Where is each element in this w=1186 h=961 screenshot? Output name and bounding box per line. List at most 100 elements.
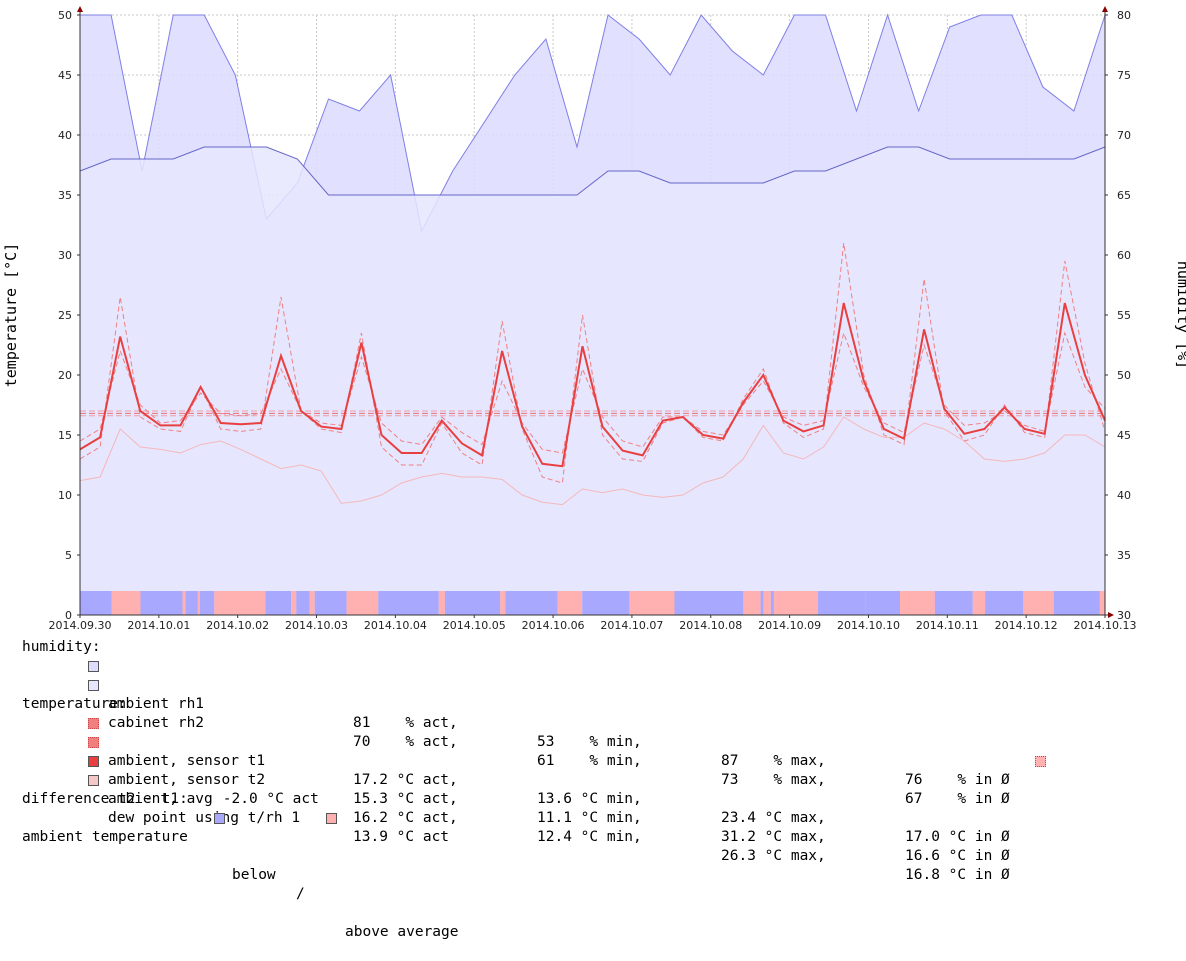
x-tick: 2014.10.09	[758, 619, 821, 632]
swatch-t1	[88, 718, 99, 729]
legend-row-avg: ambient, avg 16.2 °C act, 12.4 °C min, 2…	[0, 752, 1186, 883]
y-tick-right: 30	[1117, 609, 1131, 622]
legend-act: 17.2 °C act,	[353, 772, 458, 788]
y-tick-right: 50	[1117, 369, 1131, 382]
x-tick: 2014.09.30	[49, 619, 112, 632]
indicator-segment	[182, 591, 186, 615]
indicator-segment	[972, 591, 986, 615]
swatch-avg-indicator	[1035, 756, 1046, 767]
indicator-segment	[674, 591, 746, 615]
indicator-segment	[309, 591, 315, 615]
x-tick: 2014.10.08	[679, 619, 742, 632]
indicator-segment	[500, 591, 506, 615]
indicator-segment	[900, 591, 935, 615]
legend-avg: 76 % in Ø	[905, 772, 1010, 788]
indicator-segment	[314, 591, 347, 615]
indicator-segment	[763, 591, 771, 615]
legend-min: 61 % min,	[537, 753, 642, 769]
indicator-segment	[214, 591, 266, 615]
arrow-x-icon	[1108, 612, 1114, 618]
x-tick: 2014.10.11	[916, 619, 979, 632]
indicator-segment	[557, 591, 583, 615]
series-cabinet-rh2	[79, 146, 1106, 615]
legend-max: 73 % max,	[721, 772, 826, 788]
y-tick-right: 75	[1117, 69, 1131, 82]
legend-max: 23.4 °C max,	[721, 810, 826, 826]
humidity-header: humidity:	[22, 639, 101, 655]
legend-max: 26.3 °C max,	[721, 848, 826, 864]
indicator-segment	[1099, 591, 1105, 615]
series-sensor-t2	[79, 242, 1106, 484]
legend-row-t2: ambient, sensor t2 15.3 °C act, 11.1 °C …	[0, 733, 1186, 864]
indicator-segment	[505, 591, 558, 615]
indicator-segment	[438, 591, 445, 615]
legend-min: 53 % min,	[537, 734, 642, 750]
y-tick-left: 10	[58, 489, 72, 502]
y-tick-left: 15	[58, 429, 72, 442]
swatch-avg	[88, 756, 99, 767]
axes	[77, 6, 1114, 618]
temperature-header: temperature:	[22, 696, 127, 712]
legend-name: ambient, sensor t1	[108, 753, 266, 769]
temperature-series	[79, 242, 1106, 506]
arrow-left-icon	[77, 6, 83, 12]
indicator-segment	[743, 591, 761, 615]
legend-avg: 16.6 °C in Ø	[905, 848, 1010, 864]
indicator-segment	[629, 591, 675, 615]
indicator-segment	[934, 591, 973, 615]
indicator-segment	[985, 591, 1023, 615]
legend-row-dewpoint: dew point using t/rh 1 13.9 °C act	[0, 771, 1186, 845]
legend-act: 16.2 °C act,	[353, 810, 458, 826]
above-label: above average	[345, 924, 459, 940]
y-tick-right: 45	[1117, 429, 1131, 442]
swatch-rh1	[88, 661, 99, 672]
legend-min: 13.6 °C min,	[537, 791, 642, 807]
x-tick: 2014.10.04	[364, 619, 427, 632]
y-tick-right: 60	[1117, 249, 1131, 262]
y-tick-left: 40	[58, 129, 72, 142]
legend-row-rh1: ambient rh1 81 % act, 53 % min, 87 % max…	[0, 657, 1186, 788]
ambient-temperature-key: ambient temperature below / above averag…	[0, 809, 1186, 940]
indicator-segment	[1023, 591, 1054, 615]
series-sensor-t1	[79, 331, 1106, 454]
right-tick-labels: 30 35 40 45 50 55 60 65 70 75 80	[1105, 9, 1131, 622]
y-tick-left: 30	[58, 249, 72, 262]
x-tick-labels: 2014.09.30 2014.10.01 2014.10.02 2014.10.03…	[49, 615, 1137, 632]
indicator-segment	[444, 591, 501, 615]
indicator-segment	[346, 591, 379, 615]
indicator-segment	[265, 591, 292, 615]
legend-row-rh2: cabinet rh2 70 % act, 61 % min, 73 % max…	[0, 676, 1186, 807]
indicator-segment	[140, 591, 183, 615]
difference-line: difference t2 - t1: -2.0 °C act	[22, 791, 319, 807]
indicator-segment	[378, 591, 439, 615]
arrow-right-icon	[1102, 6, 1108, 12]
indicator-segment	[818, 591, 866, 615]
y-tick-right: 80	[1117, 9, 1131, 22]
legend: humidity: ambient rh1 81 % act, 53 % min…	[0, 638, 1186, 940]
legend-row-t1: ambient, sensor t1 17.2 °C act, 13.6 °C …	[0, 714, 1186, 845]
y-tick-left: 20	[58, 369, 72, 382]
legend-min: 11.1 °C min,	[537, 810, 642, 826]
indicator-segment	[111, 591, 141, 615]
indicator-segment	[760, 591, 764, 615]
y-tick-left: 45	[58, 69, 72, 82]
y-axis-label-temperature: temperature [°C]	[2, 243, 20, 388]
y-tick-left: 5	[65, 549, 72, 562]
x-tick: 2014.10.01	[127, 619, 190, 632]
legend-act: 15.3 °C act,	[353, 791, 458, 807]
x-tick: 2014.10.06	[522, 619, 585, 632]
indicator-segment	[770, 591, 774, 615]
legend-name: ambient rh1	[108, 696, 205, 712]
indicator-segment	[80, 591, 112, 615]
x-tick: 2014.10.02	[206, 619, 269, 632]
legend-avg: 16.8 °C in Ø	[905, 867, 1010, 883]
y-tick-left: 0	[65, 609, 72, 622]
swatch-dewpoint	[88, 775, 99, 786]
chart-area: 0 5 10 15 20 25 30 35 40 45 50 30 35 40 45 50 55 60 65 70 7…	[2, 6, 1186, 632]
left-tick-labels: 0 5 10 15 20 25 30 35 40 45 50	[58, 9, 80, 622]
legend-avg: 67 % in Ø	[905, 791, 1010, 807]
swatch-rh2	[88, 680, 99, 691]
cabinet-rh2-line	[79, 146, 1106, 196]
x-tick: 2014.10.13	[1074, 619, 1137, 632]
series-dew-point	[79, 416, 1106, 506]
